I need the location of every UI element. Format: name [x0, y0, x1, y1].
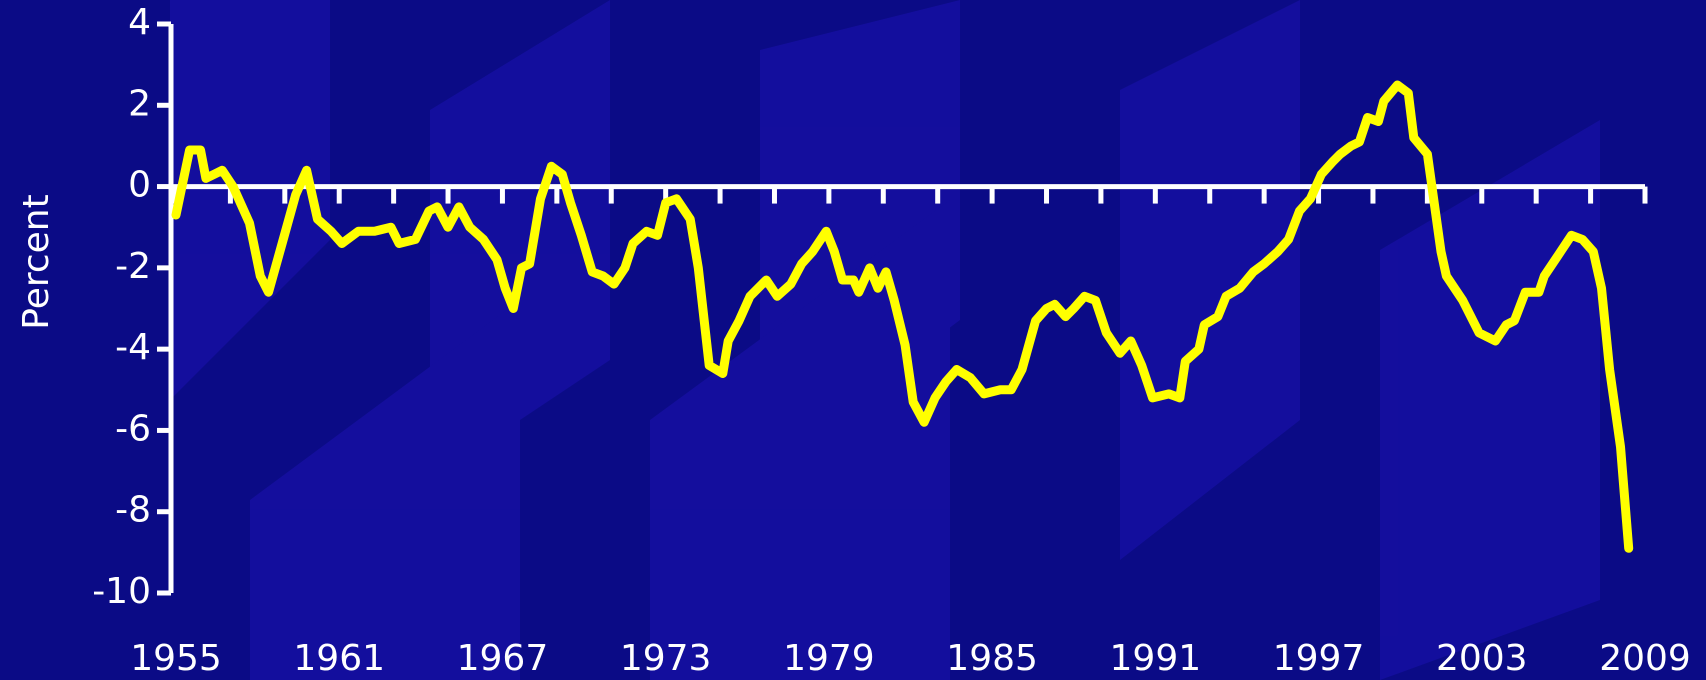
- x-tick-label: 2009: [1599, 638, 1691, 679]
- x-tick-label: 1979: [783, 638, 875, 679]
- x-tick-label: 1973: [620, 638, 712, 679]
- x-tick-label: 1967: [457, 638, 549, 679]
- y-tick-label: 2: [128, 83, 151, 124]
- data-line: [171, 80, 1634, 553]
- x-tick-label: 1991: [1110, 638, 1202, 679]
- y-tick-label: -10: [92, 571, 151, 612]
- bg-shape: [170, 0, 330, 400]
- bg-shape: [1120, 0, 1300, 560]
- y-tick-label: -8: [115, 490, 151, 531]
- x-tick-label: 1997: [1273, 638, 1365, 679]
- x-tick-label: 1961: [293, 638, 385, 679]
- bg-shape: [250, 300, 520, 680]
- x-tick-label: 2003: [1436, 638, 1528, 679]
- y-tick-label: -4: [115, 327, 151, 368]
- y-tick-label: 4: [128, 2, 151, 43]
- y-tick-label: -2: [115, 246, 151, 287]
- y-tick-label: -6: [115, 408, 151, 449]
- bg-shape: [650, 200, 950, 680]
- x-tick-label: 1955: [130, 638, 222, 679]
- y-axis-label: Percent: [16, 194, 57, 329]
- bg-shape: [1380, 120, 1600, 680]
- x-tick-label: 1985: [946, 638, 1038, 679]
- y-tick-label: 0: [128, 165, 151, 206]
